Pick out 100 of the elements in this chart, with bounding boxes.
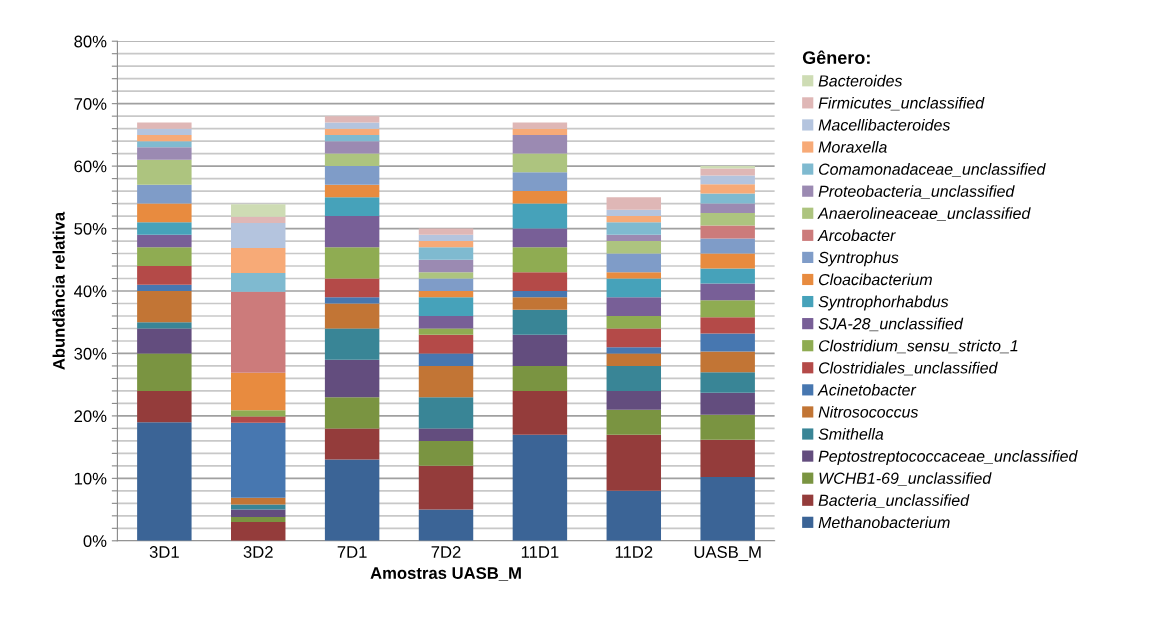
bar: [324, 166, 380, 185]
legend-label: Methanobacterium: [818, 516, 950, 529]
bar: [231, 291, 286, 373]
bar: [137, 291, 192, 323]
bar: [606, 297, 662, 316]
bar: [606, 365, 662, 391]
bar: [324, 278, 380, 298]
bar: [700, 193, 755, 204]
legend-label: Moraxella: [818, 141, 887, 153]
x-tick-label: 7D2: [431, 546, 461, 558]
bar: [418, 328, 474, 335]
bar: [606, 197, 662, 210]
bar: [700, 283, 755, 301]
bar: [700, 414, 755, 440]
bar: [137, 353, 192, 391]
bar: [512, 134, 568, 154]
bar: [512, 390, 568, 435]
bar: [700, 166, 755, 169]
legend-label: Anaerolineaceae_unclassified: [817, 207, 1031, 221]
bar: [231, 522, 286, 541]
bar: [512, 247, 568, 273]
bar: [231, 497, 286, 505]
y-tick-label: 70%: [74, 98, 107, 110]
bar: [324, 184, 380, 198]
bar: [137, 203, 192, 223]
bar: [418, 297, 474, 316]
legend-label: Macellibacteroides: [818, 118, 951, 131]
x-tick-label: 7D1: [337, 546, 367, 558]
bar: [137, 128, 192, 135]
bar: [700, 372, 755, 393]
bar: [231, 222, 286, 248]
bar: [606, 216, 662, 223]
bar: [512, 309, 568, 335]
bar: [606, 409, 662, 435]
bar: [324, 134, 380, 142]
legend-label: Peptostreptococcaceae_unclassified: [818, 450, 1078, 465]
bar: [418, 259, 474, 273]
bar: [418, 428, 474, 441]
bar: [418, 278, 474, 292]
bar: [606, 347, 662, 354]
bar: [324, 116, 380, 123]
bar: [700, 225, 755, 239]
bar: [231, 410, 286, 417]
legend-label: WCHB1-69_unclassified: [819, 472, 992, 486]
bar: [137, 159, 192, 185]
bar: [324, 359, 380, 398]
bar: [231, 216, 286, 223]
bar: [324, 128, 380, 135]
legend-label: SJA-28_unclassified: [818, 317, 964, 332]
bar: [606, 241, 662, 254]
bar: [512, 122, 568, 129]
bar: [324, 428, 380, 460]
bar: [700, 392, 755, 415]
bar: [700, 184, 755, 194]
bar: [700, 175, 755, 185]
bar: [700, 203, 755, 213]
bar: [418, 291, 474, 298]
legend-label: Acinetobacter: [817, 383, 917, 396]
bar: [231, 272, 286, 292]
bar: [137, 134, 192, 142]
bar: [231, 247, 286, 273]
bar: [700, 439, 755, 478]
legend-label: Firmicutes_unclassified: [818, 96, 985, 111]
bar: [231, 504, 286, 510]
bar: [606, 253, 662, 273]
bar: [512, 153, 568, 173]
bar: [231, 517, 286, 523]
bar: [512, 297, 568, 310]
legend-label: Bacteroides: [818, 74, 903, 87]
x-axis-title: Amostras UASB_M: [370, 567, 521, 581]
bar: [700, 477, 755, 541]
y-axis-title: Abundância relativa: [52, 211, 65, 370]
bar: [324, 297, 380, 304]
legend-label: Comamonadaceae_unclassified: [819, 163, 1046, 177]
bar: [231, 204, 286, 217]
bar: [512, 291, 568, 298]
bar: [512, 365, 568, 391]
bar: [418, 334, 474, 354]
x-tick-label: 11D2: [615, 546, 653, 558]
bar: [418, 241, 474, 248]
x-tick-label: 3D1: [149, 546, 179, 558]
y-tick-label: 80%: [74, 35, 107, 48]
bar: [418, 440, 474, 466]
legend-label: Nitrosococcus: [818, 405, 919, 418]
bar: [324, 141, 380, 154]
bar: [324, 153, 380, 167]
bar: [512, 272, 568, 292]
bar: [512, 334, 568, 366]
bar: [418, 397, 474, 429]
bar: [324, 397, 380, 429]
bar: [324, 328, 380, 360]
bar: [137, 184, 192, 204]
y-tick-label: 50%: [74, 222, 107, 235]
bar: [606, 315, 662, 329]
bar: [324, 247, 380, 279]
bar: [324, 197, 380, 217]
bar: [606, 390, 662, 410]
bar: [231, 422, 286, 498]
legend-label: Syntrophorhabdus: [818, 295, 949, 311]
bar: [512, 203, 568, 229]
